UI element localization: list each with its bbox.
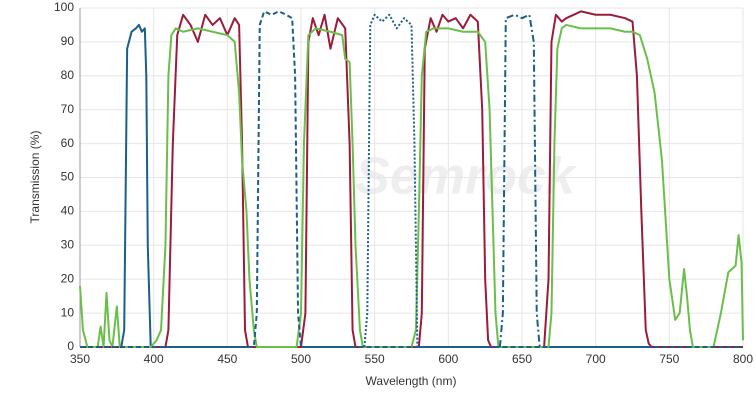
- x-tick-label: 750: [659, 352, 679, 366]
- series-line: [80, 23, 743, 348]
- y-tick-label: 60: [61, 136, 75, 150]
- y-tick-label: 100: [54, 0, 74, 14]
- y-tick-label: 0: [67, 339, 74, 353]
- x-axis-label: Wavelength (nm): [366, 374, 457, 388]
- series-line: [80, 10, 743, 348]
- y-axis-label: Transmission (%): [28, 131, 42, 224]
- series-line: [498, 13, 541, 348]
- x-tick-label: 700: [586, 352, 606, 366]
- x-tick-label: 400: [144, 352, 164, 366]
- y-tick-label: 50: [61, 170, 75, 184]
- x-tick-label: 800: [733, 352, 753, 366]
- watermark: Semrock: [355, 148, 578, 206]
- x-tick-label: 450: [217, 352, 237, 366]
- series-line: [80, 10, 743, 348]
- x-tick-label: 500: [291, 352, 311, 366]
- x-tick-label: 600: [438, 352, 458, 366]
- x-tick-label: 550: [365, 352, 385, 366]
- series-line: [363, 13, 419, 348]
- y-tick-label: 40: [61, 204, 75, 218]
- y-tick-label: 30: [61, 237, 75, 251]
- x-tick-label: 650: [512, 352, 532, 366]
- y-tick-label: 20: [61, 271, 75, 285]
- y-tick-label: 80: [61, 68, 75, 82]
- y-tick-label: 90: [61, 34, 75, 48]
- y-tick-label: 10: [61, 305, 75, 319]
- x-tick-label: 350: [70, 352, 90, 366]
- y-tick-label: 70: [61, 102, 75, 116]
